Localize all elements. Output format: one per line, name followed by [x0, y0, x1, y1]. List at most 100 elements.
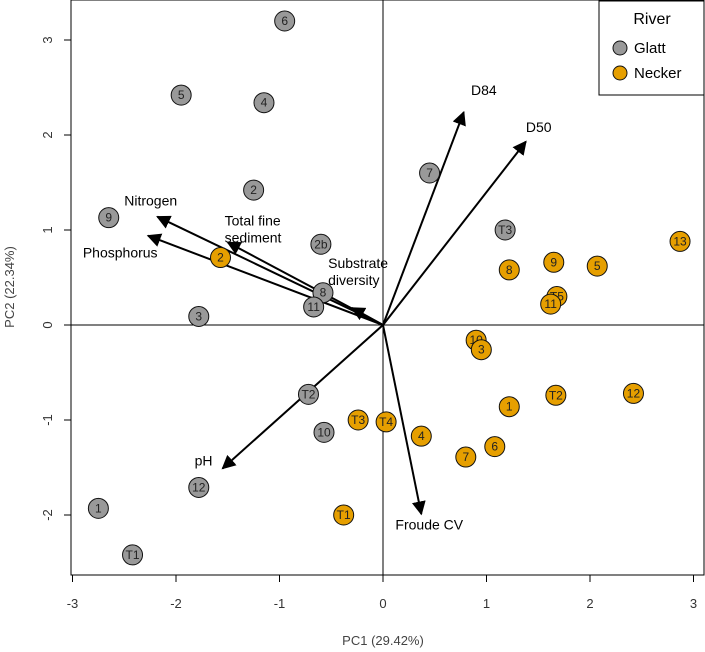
point-marker [243, 179, 265, 201]
point-label: 1 [506, 400, 513, 414]
zero-reference-lines [71, 0, 704, 575]
point-marker [622, 382, 644, 404]
point-marker [484, 436, 506, 458]
point-marker [333, 504, 355, 526]
x-tick-label: 1 [483, 596, 490, 611]
vector-arrow [382, 324, 426, 516]
point-marker [310, 233, 332, 255]
vector-label: Substrate diversity [328, 255, 388, 288]
loading-vectors: D84 D50 Nitrogen Phosphorus Total fine sedime… [83, 82, 552, 532]
point-marker [122, 544, 144, 566]
point-label: T3 [498, 223, 512, 237]
point-label: 11 [544, 297, 557, 311]
point-label: 5 [178, 88, 185, 102]
y-tick-label: 3 [40, 36, 55, 43]
point-label: 4 [261, 96, 268, 110]
legend: River Glatt Necker [598, 0, 705, 96]
point-label: 3 [478, 343, 485, 357]
vector-arrow [382, 140, 527, 326]
vector-label: D50 [526, 119, 552, 135]
point-label: 12 [627, 386, 641, 400]
legend-entry-label: Glatt [634, 40, 667, 57]
x-tick-label: 2 [586, 596, 593, 611]
y-tick-label: 0 [40, 321, 55, 328]
point-marker [470, 339, 492, 361]
x-tick-label: -2 [170, 596, 182, 611]
x-axis-title: PC1 (29.42%) [342, 633, 424, 648]
point-marker [669, 230, 691, 252]
point-label: 13 [673, 234, 687, 248]
legend-title: River [633, 11, 671, 28]
point-label: T1 [337, 508, 351, 522]
x-axis: -3 -2 -1 0 1 2 3 [67, 575, 697, 611]
vector-arrow [350, 307, 384, 326]
y-tick-label: -2 [40, 509, 55, 521]
point-label: 3 [195, 309, 202, 323]
point-marker [540, 293, 562, 315]
point-label: 2b [314, 237, 328, 251]
point-marker [274, 10, 296, 32]
vector-label: Froude CV [395, 516, 463, 532]
point-label: 1 [95, 501, 102, 515]
point-marker [419, 162, 441, 184]
point-marker [498, 396, 520, 418]
point-label: 10 [317, 425, 331, 439]
point-label: 2 [217, 251, 224, 265]
point-marker [313, 421, 335, 443]
y-axis-title: PC2 (22.34%) [2, 246, 17, 328]
point-marker [98, 207, 120, 229]
y-tick-label: 1 [40, 226, 55, 233]
point-marker [188, 476, 210, 498]
legend-entry-label: Necker [634, 65, 682, 82]
point-label: 12 [192, 480, 206, 494]
point-marker [586, 255, 608, 277]
point-marker [543, 251, 565, 273]
vector-label: pH [195, 453, 213, 469]
point-marker [253, 92, 275, 114]
point-marker [188, 305, 210, 327]
point-label: 4 [418, 429, 425, 443]
point-label: T2 [301, 387, 315, 401]
x-tick-label: 3 [690, 596, 697, 611]
point-label: T1 [126, 548, 140, 562]
vector-arrow [146, 233, 384, 326]
x-tick-label: -1 [274, 596, 286, 611]
point-label: T4 [379, 415, 393, 429]
y-axis: -2 -1 0 1 2 3 [40, 36, 71, 521]
y-tick-label: -1 [40, 414, 55, 426]
point-label: 6 [491, 440, 498, 454]
point-marker [494, 219, 516, 241]
vector-arrow [382, 110, 466, 326]
point-marker [410, 425, 432, 447]
point-marker [297, 383, 319, 405]
y-tick-label: 2 [40, 131, 55, 138]
point-label: 8 [320, 286, 327, 300]
legend-swatch [612, 40, 628, 56]
point-label: T3 [351, 413, 365, 427]
point-marker [375, 411, 397, 433]
x-tick-label: 0 [379, 596, 386, 611]
point-label: 11 [307, 300, 320, 314]
point-marker [210, 247, 232, 269]
vector-arrow [156, 215, 384, 326]
vector-label: Total fine sediment [225, 212, 282, 245]
point-marker [455, 446, 477, 468]
point-label: 9 [550, 255, 557, 269]
point-marker [498, 259, 520, 281]
legend-swatch [612, 65, 628, 81]
vector-label: Phosphorus [83, 245, 158, 261]
point-label: T2 [549, 388, 563, 402]
point-label: 7 [462, 450, 469, 464]
vector-label: Nitrogen [124, 192, 177, 208]
point-marker [170, 84, 192, 106]
point-label: 6 [281, 14, 288, 28]
plot-frame [70, 0, 705, 576]
point-marker [545, 384, 567, 406]
point-label: 9 [105, 211, 112, 225]
point-marker [87, 497, 109, 519]
point-label: 5 [594, 259, 601, 273]
point-marker [303, 296, 325, 318]
vector-label: D84 [471, 82, 497, 98]
point-marker [347, 409, 369, 431]
